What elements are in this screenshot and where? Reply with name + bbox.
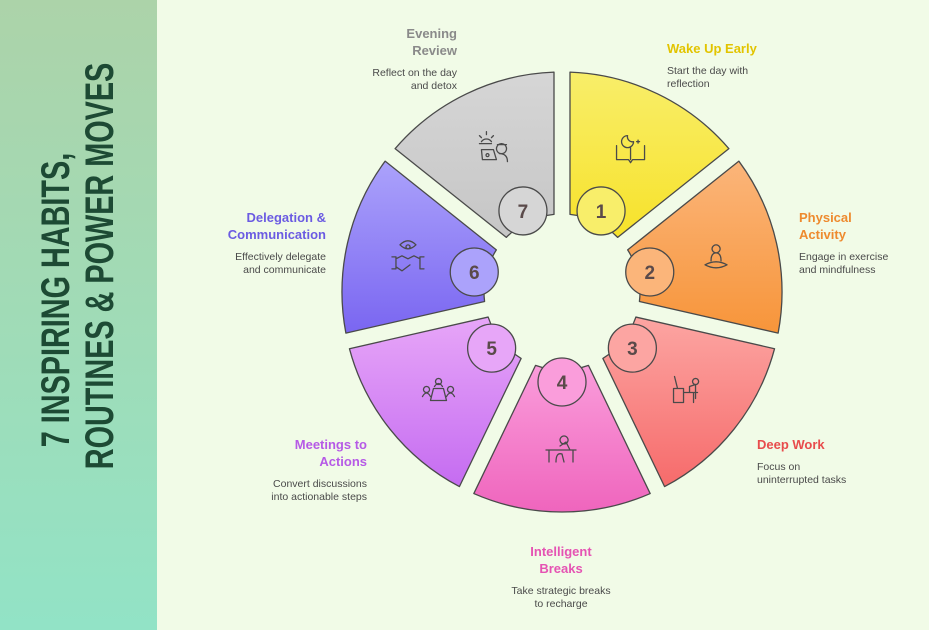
- step-description: Start the day with reflection: [667, 65, 749, 90]
- step-number-badge: 5: [466, 323, 517, 373]
- step-title: Wake Up Early: [667, 41, 757, 56]
- badge-circle: [607, 323, 658, 373]
- step-label-4: Intelligent Breaks Take strategic breaks…: [481, 543, 641, 611]
- step-label-3: Deep Work Focus on uninterrupted tasks: [757, 436, 917, 487]
- step-description: Focus on uninterrupted tasks: [757, 461, 847, 486]
- step-number: 2: [644, 263, 655, 284]
- step-number: 1: [596, 202, 607, 223]
- step-description: Engage in exercise and mindfulness: [799, 251, 889, 276]
- step-label-2: Physical Activity Engage in exercise and…: [799, 209, 899, 277]
- step-number: 7: [518, 202, 529, 223]
- step-number-badge: 3: [607, 323, 658, 373]
- step-number: 4: [557, 373, 568, 394]
- badge-circle: [537, 357, 587, 407]
- step-title: Delegation & Communication: [227, 210, 326, 242]
- step-label-1: Wake Up Early Start the day with reflect…: [667, 40, 827, 91]
- step-number: 3: [627, 339, 638, 360]
- step-number-badge: 7: [498, 186, 548, 236]
- badge-circle: [576, 186, 626, 236]
- step-title: Meetings to Actions: [294, 437, 367, 469]
- moon-book-icon: [615, 134, 646, 164]
- step-description: Reflect on the day and detox: [372, 67, 457, 92]
- step-label-5: Meetings to Actions Convert discussions …: [207, 436, 367, 504]
- step-title: Physical Activity: [799, 210, 852, 242]
- step-title: Evening Review: [406, 26, 457, 58]
- badge-circle: [625, 247, 675, 297]
- step-description: Effectively delegate and communicate: [235, 251, 326, 276]
- step-number-badge: 4: [537, 357, 587, 407]
- badge-circle: [466, 323, 517, 373]
- step-label-7: Evening Review Reflect on the day and de…: [297, 25, 457, 93]
- sunset-laptop-icon: [478, 130, 509, 163]
- title-banner: 7 INSPIRING HABITS, ROUTINES & POWER MOV…: [0, 0, 157, 630]
- step-number-badge: 2: [625, 247, 675, 297]
- step-label-6: Delegation & Communication Effectively d…: [166, 209, 326, 277]
- meeting-table-icon: [421, 377, 456, 402]
- step-number: 5: [486, 339, 497, 360]
- step-description: Convert discussions into actionable step…: [271, 478, 367, 503]
- step-number: 6: [469, 263, 480, 284]
- step-description: Take strategic breaks to recharge: [511, 585, 611, 610]
- step-number-badge: 1: [576, 186, 626, 236]
- step-title: Deep Work: [757, 437, 825, 452]
- step-title: Intelligent Breaks: [530, 544, 592, 576]
- badge-circle: [449, 247, 499, 297]
- desk-worker-icon: [672, 375, 700, 404]
- meditation-icon: [704, 244, 728, 269]
- resting-at-desk-icon: [545, 435, 577, 463]
- handshake-eye-icon: [391, 240, 425, 272]
- badge-circle: [498, 186, 548, 236]
- step-number-badge: 6: [449, 247, 499, 297]
